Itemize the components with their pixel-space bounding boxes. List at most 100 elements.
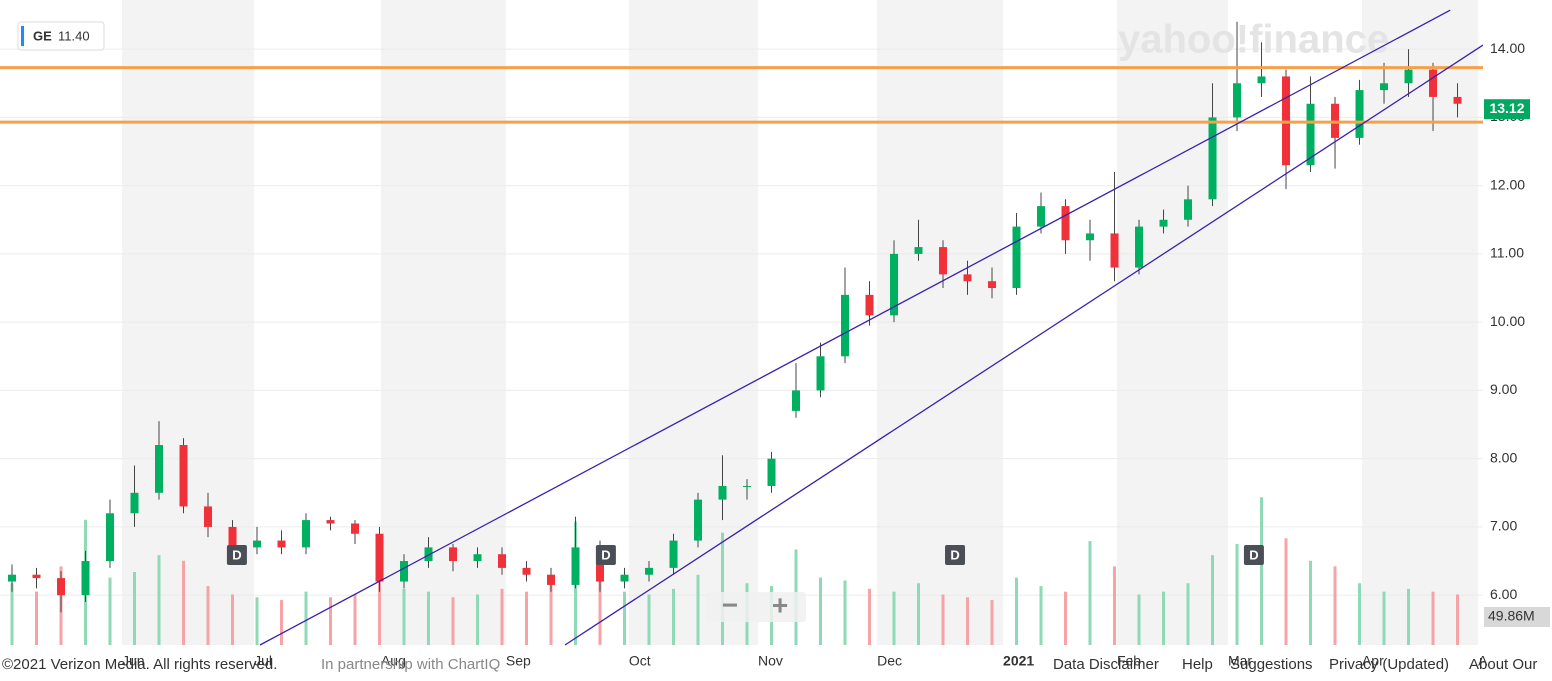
volume-bar xyxy=(1015,577,1019,645)
volume-bar xyxy=(917,583,921,645)
footer-link[interactable]: Suggestions xyxy=(1230,656,1313,673)
candle-body xyxy=(743,485,752,487)
candle-body xyxy=(1306,103,1315,166)
candle-body xyxy=(547,574,556,585)
zoom-out[interactable]: − xyxy=(722,589,738,620)
volume-bar xyxy=(1088,541,1092,645)
candle-body xyxy=(351,523,360,534)
footer-link[interactable]: Help xyxy=(1182,656,1213,673)
candle-body xyxy=(865,294,874,316)
dividend-label: D xyxy=(601,547,610,562)
candle-body xyxy=(988,281,997,289)
candle-body xyxy=(1184,199,1193,220)
candle-body xyxy=(1012,226,1021,289)
x-tick-label: A xyxy=(1478,653,1488,669)
candle-body xyxy=(1355,90,1364,138)
candle-body xyxy=(375,533,384,582)
volume-bar xyxy=(304,591,308,645)
volume-bar xyxy=(696,574,700,645)
footer-link[interactable]: About Our xyxy=(1469,656,1537,673)
volume-bar xyxy=(35,591,39,645)
volume-bar xyxy=(1333,566,1337,645)
volume-bar xyxy=(353,594,357,645)
volume-bar xyxy=(623,591,627,645)
volume-marker xyxy=(1484,606,1550,627)
candle-body xyxy=(963,274,972,282)
watermark: yahoo!finance xyxy=(1118,18,1389,62)
volume-bar xyxy=(427,591,431,645)
candle-body xyxy=(228,526,237,548)
partner[interactable]: In partnership with ChartIQ xyxy=(321,656,500,673)
candle-body xyxy=(57,578,66,596)
volume-bar xyxy=(1358,583,1362,645)
candle-body xyxy=(326,520,335,524)
zoom-in[interactable]: + xyxy=(772,589,788,620)
candle-body xyxy=(253,540,262,548)
volume-bar xyxy=(868,588,872,645)
candle-body xyxy=(1208,117,1217,200)
volume-bar xyxy=(721,532,725,645)
x-tick-label: Apr xyxy=(1362,653,1384,669)
volume-bar xyxy=(182,560,186,645)
footer-link[interactable]: Privacy (Updated) xyxy=(1329,656,1449,673)
volume-bar xyxy=(1113,566,1117,645)
volume-bar xyxy=(990,600,994,645)
volume-bar xyxy=(378,560,382,645)
candle-body xyxy=(669,540,678,568)
volume-bar xyxy=(1186,583,1190,645)
dividend-label: D xyxy=(1249,547,1258,562)
candle-body xyxy=(522,567,531,575)
legend-swatch xyxy=(21,26,24,46)
volume-bar xyxy=(1137,594,1141,645)
dividend-marker xyxy=(226,545,247,565)
x-tick-label: Aug xyxy=(381,653,406,669)
x-tick-label: Nov xyxy=(758,653,783,669)
volume-bar xyxy=(231,594,235,645)
candle-body xyxy=(1061,206,1070,241)
candle-body xyxy=(32,574,41,579)
volume-bar xyxy=(402,588,406,645)
volume-bar xyxy=(1039,586,1043,645)
candle-body xyxy=(1159,219,1168,227)
y-tick-label: 11.00 xyxy=(1490,245,1524,261)
y-tick-label: 14.00 xyxy=(1490,40,1525,56)
x-tick-label: 2021 xyxy=(1003,653,1034,669)
volume-bar xyxy=(255,597,259,645)
footer-link[interactable]: Data Disclaimer xyxy=(1053,656,1159,673)
candle-body xyxy=(400,561,409,582)
volume-bar xyxy=(647,594,651,645)
y-tick-label: 9.00 xyxy=(1490,381,1517,397)
candle-body xyxy=(424,547,433,562)
volume-bar xyxy=(549,583,553,645)
y-tick-label: 12.00 xyxy=(1490,176,1525,192)
zoom-box xyxy=(706,592,806,622)
x-tick-label: Dec xyxy=(877,653,902,669)
candle-body xyxy=(130,492,139,514)
candle-body xyxy=(204,506,213,527)
price-marker xyxy=(1484,99,1530,120)
candle-body xyxy=(1380,83,1389,91)
trend-line xyxy=(564,44,1484,646)
candle-body xyxy=(106,513,115,562)
volume-bar xyxy=(1456,594,1460,645)
volume-bar xyxy=(672,588,676,645)
dividend-marker xyxy=(945,545,966,565)
volume-bar xyxy=(108,577,112,645)
volume-bar xyxy=(133,571,137,645)
volume-bar xyxy=(1284,538,1288,645)
candle-body xyxy=(1404,69,1413,84)
candle-body xyxy=(473,554,482,562)
volume-bar xyxy=(598,571,602,645)
candle-body xyxy=(81,561,90,596)
candle-body xyxy=(449,547,458,562)
candle-body xyxy=(694,499,703,541)
volume-bar xyxy=(1162,591,1166,645)
dividend-marker xyxy=(595,545,616,565)
volume-bar xyxy=(1382,591,1386,645)
volume-bar xyxy=(1431,591,1435,645)
candle-body xyxy=(277,540,286,548)
candle-body xyxy=(498,554,507,568)
y-tick-label: 6.00 xyxy=(1490,586,1517,602)
